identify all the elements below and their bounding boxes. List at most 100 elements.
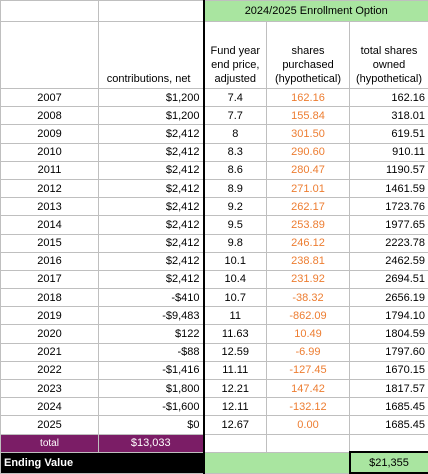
cell-shares-owned[interactable]: 1670.15: [350, 361, 428, 379]
cell-year[interactable]: 2016: [1, 252, 99, 270]
cell-price[interactable]: 10.7: [204, 289, 267, 307]
cell-contribution[interactable]: $2,412: [99, 161, 204, 179]
cell-shares-owned[interactable]: 1794.10: [350, 307, 428, 325]
cell-contribution[interactable]: $2,412: [99, 270, 204, 288]
cell-shares-owned[interactable]: 1190.57: [350, 161, 428, 179]
cell-shares-purchased[interactable]: 155.84: [267, 107, 350, 125]
cell-price[interactable]: 8.9: [204, 179, 267, 197]
header-year[interactable]: [1, 22, 99, 89]
cell-shares-purchased[interactable]: 231.92: [267, 270, 350, 288]
cell-year[interactable]: 2013: [1, 198, 99, 216]
cell-contribution[interactable]: -$410: [99, 289, 204, 307]
cell-year[interactable]: 2014: [1, 216, 99, 234]
header-price[interactable]: Fund year end price, adjusted: [204, 22, 267, 89]
cell-year[interactable]: 2023: [1, 380, 99, 398]
cell-shares-owned[interactable]: 2656.19: [350, 289, 428, 307]
cell-shares-purchased[interactable]: 280.47: [267, 161, 350, 179]
cell-shares-purchased[interactable]: 0.00: [267, 416, 350, 434]
cell-shares-purchased[interactable]: -38.32: [267, 289, 350, 307]
cell-contribution[interactable]: -$88: [99, 343, 204, 361]
total-label[interactable]: total: [1, 434, 99, 452]
cell-price[interactable]: 7.7: [204, 107, 267, 125]
cell-shares-purchased[interactable]: 253.89: [267, 216, 350, 234]
cell-shares-purchased[interactable]: 301.50: [267, 125, 350, 143]
cell-shares-owned[interactable]: 1685.45: [350, 416, 428, 434]
cell-shares-owned[interactable]: 1977.65: [350, 216, 428, 234]
cell-shares-owned[interactable]: 1804.59: [350, 325, 428, 343]
cell-year[interactable]: 2020: [1, 325, 99, 343]
cell-shares-purchased[interactable]: 271.01: [267, 179, 350, 197]
cell-contribution[interactable]: $122: [99, 325, 204, 343]
cell-year[interactable]: 2024: [1, 398, 99, 416]
cell-empty[interactable]: [350, 434, 428, 452]
cell-shares-owned[interactable]: 1817.57: [350, 380, 428, 398]
cell-year[interactable]: 2012: [1, 179, 99, 197]
ending-green-fill[interactable]: [204, 452, 350, 473]
cell-shares-purchased[interactable]: 162.16: [267, 89, 350, 107]
cell-year[interactable]: 2015: [1, 234, 99, 252]
cell-contribution[interactable]: $1,200: [99, 107, 204, 125]
cell-shares-purchased[interactable]: -6.99: [267, 343, 350, 361]
cell-contribution[interactable]: $2,412: [99, 252, 204, 270]
cell-contribution[interactable]: $1,200: [99, 89, 204, 107]
cell-empty[interactable]: [204, 434, 267, 452]
cell-contribution[interactable]: $2,412: [99, 216, 204, 234]
cell-shares-owned[interactable]: 162.16: [350, 89, 428, 107]
cell-price[interactable]: 12.21: [204, 380, 267, 398]
cell-year[interactable]: 2017: [1, 270, 99, 288]
cell-shares-purchased[interactable]: -862.09: [267, 307, 350, 325]
cell-shares-purchased[interactable]: 246.12: [267, 234, 350, 252]
cell-year[interactable]: 2022: [1, 361, 99, 379]
cell-price[interactable]: 10.4: [204, 270, 267, 288]
cell-shares-owned[interactable]: 619.51: [350, 125, 428, 143]
cell-contribution[interactable]: $2,412: [99, 198, 204, 216]
cell-year[interactable]: 2025: [1, 416, 99, 434]
cell-price[interactable]: 11.63: [204, 325, 267, 343]
cell-shares-owned[interactable]: 2223.78: [350, 234, 428, 252]
cell-shares-purchased[interactable]: 238.81: [267, 252, 350, 270]
header-owned[interactable]: total shares owned (hypothetical): [350, 22, 428, 89]
cell-year[interactable]: 2019: [1, 307, 99, 325]
cell-contribution[interactable]: -$1,416: [99, 361, 204, 379]
ending-label[interactable]: Ending Value: [1, 452, 204, 473]
cell-shares-purchased[interactable]: 290.60: [267, 143, 350, 161]
cell-shares-owned[interactable]: 1723.76: [350, 198, 428, 216]
cell-price[interactable]: 11.11: [204, 361, 267, 379]
cell-contribution[interactable]: $2,412: [99, 125, 204, 143]
cell-shares-purchased[interactable]: 262.17: [267, 198, 350, 216]
cell-shares-owned[interactable]: 2694.51: [350, 270, 428, 288]
cell-contribution[interactable]: -$9,483: [99, 307, 204, 325]
cell-price[interactable]: 8.3: [204, 143, 267, 161]
cell-year[interactable]: 2018: [1, 289, 99, 307]
cell-price[interactable]: 12.59: [204, 343, 267, 361]
cell-contribution[interactable]: $2,412: [99, 143, 204, 161]
cell-shares-owned[interactable]: 1685.45: [350, 398, 428, 416]
ending-value[interactable]: $21,355: [350, 452, 428, 473]
cell-year[interactable]: 2011: [1, 161, 99, 179]
cell-price[interactable]: 8.6: [204, 161, 267, 179]
cell-contribution[interactable]: $2,412: [99, 234, 204, 252]
header-contributions[interactable]: contributions, net: [99, 22, 204, 89]
cell-shares-owned[interactable]: 2462.59: [350, 252, 428, 270]
banner-title[interactable]: 2024/2025 Enrollment Option: [204, 1, 428, 22]
cell-year[interactable]: 2021: [1, 343, 99, 361]
cell-year[interactable]: 2010: [1, 143, 99, 161]
cell-contribution[interactable]: $2,412: [99, 179, 204, 197]
cell-shares-owned[interactable]: 318.01: [350, 107, 428, 125]
cell-year[interactable]: 2008: [1, 107, 99, 125]
cell-price[interactable]: 10.1: [204, 252, 267, 270]
cell-price[interactable]: 8: [204, 125, 267, 143]
cell-price[interactable]: 11: [204, 307, 267, 325]
cell-shares-owned[interactable]: 1461.59: [350, 179, 428, 197]
cell-price[interactable]: 12.67: [204, 416, 267, 434]
cell-shares-purchased[interactable]: 10.49: [267, 325, 350, 343]
cell-shares-owned[interactable]: 1797.60: [350, 343, 428, 361]
cell-contribution[interactable]: -$1,600: [99, 398, 204, 416]
cell-shares-owned[interactable]: 910.11: [350, 143, 428, 161]
total-value[interactable]: $13,033: [99, 434, 204, 452]
cell-price[interactable]: 9.8: [204, 234, 267, 252]
cell-empty[interactable]: [267, 434, 350, 452]
cell-price[interactable]: 9.2: [204, 198, 267, 216]
header-shares[interactable]: shares purchased (hypothetical): [267, 22, 350, 89]
cell-contribution[interactable]: $1,800: [99, 380, 204, 398]
